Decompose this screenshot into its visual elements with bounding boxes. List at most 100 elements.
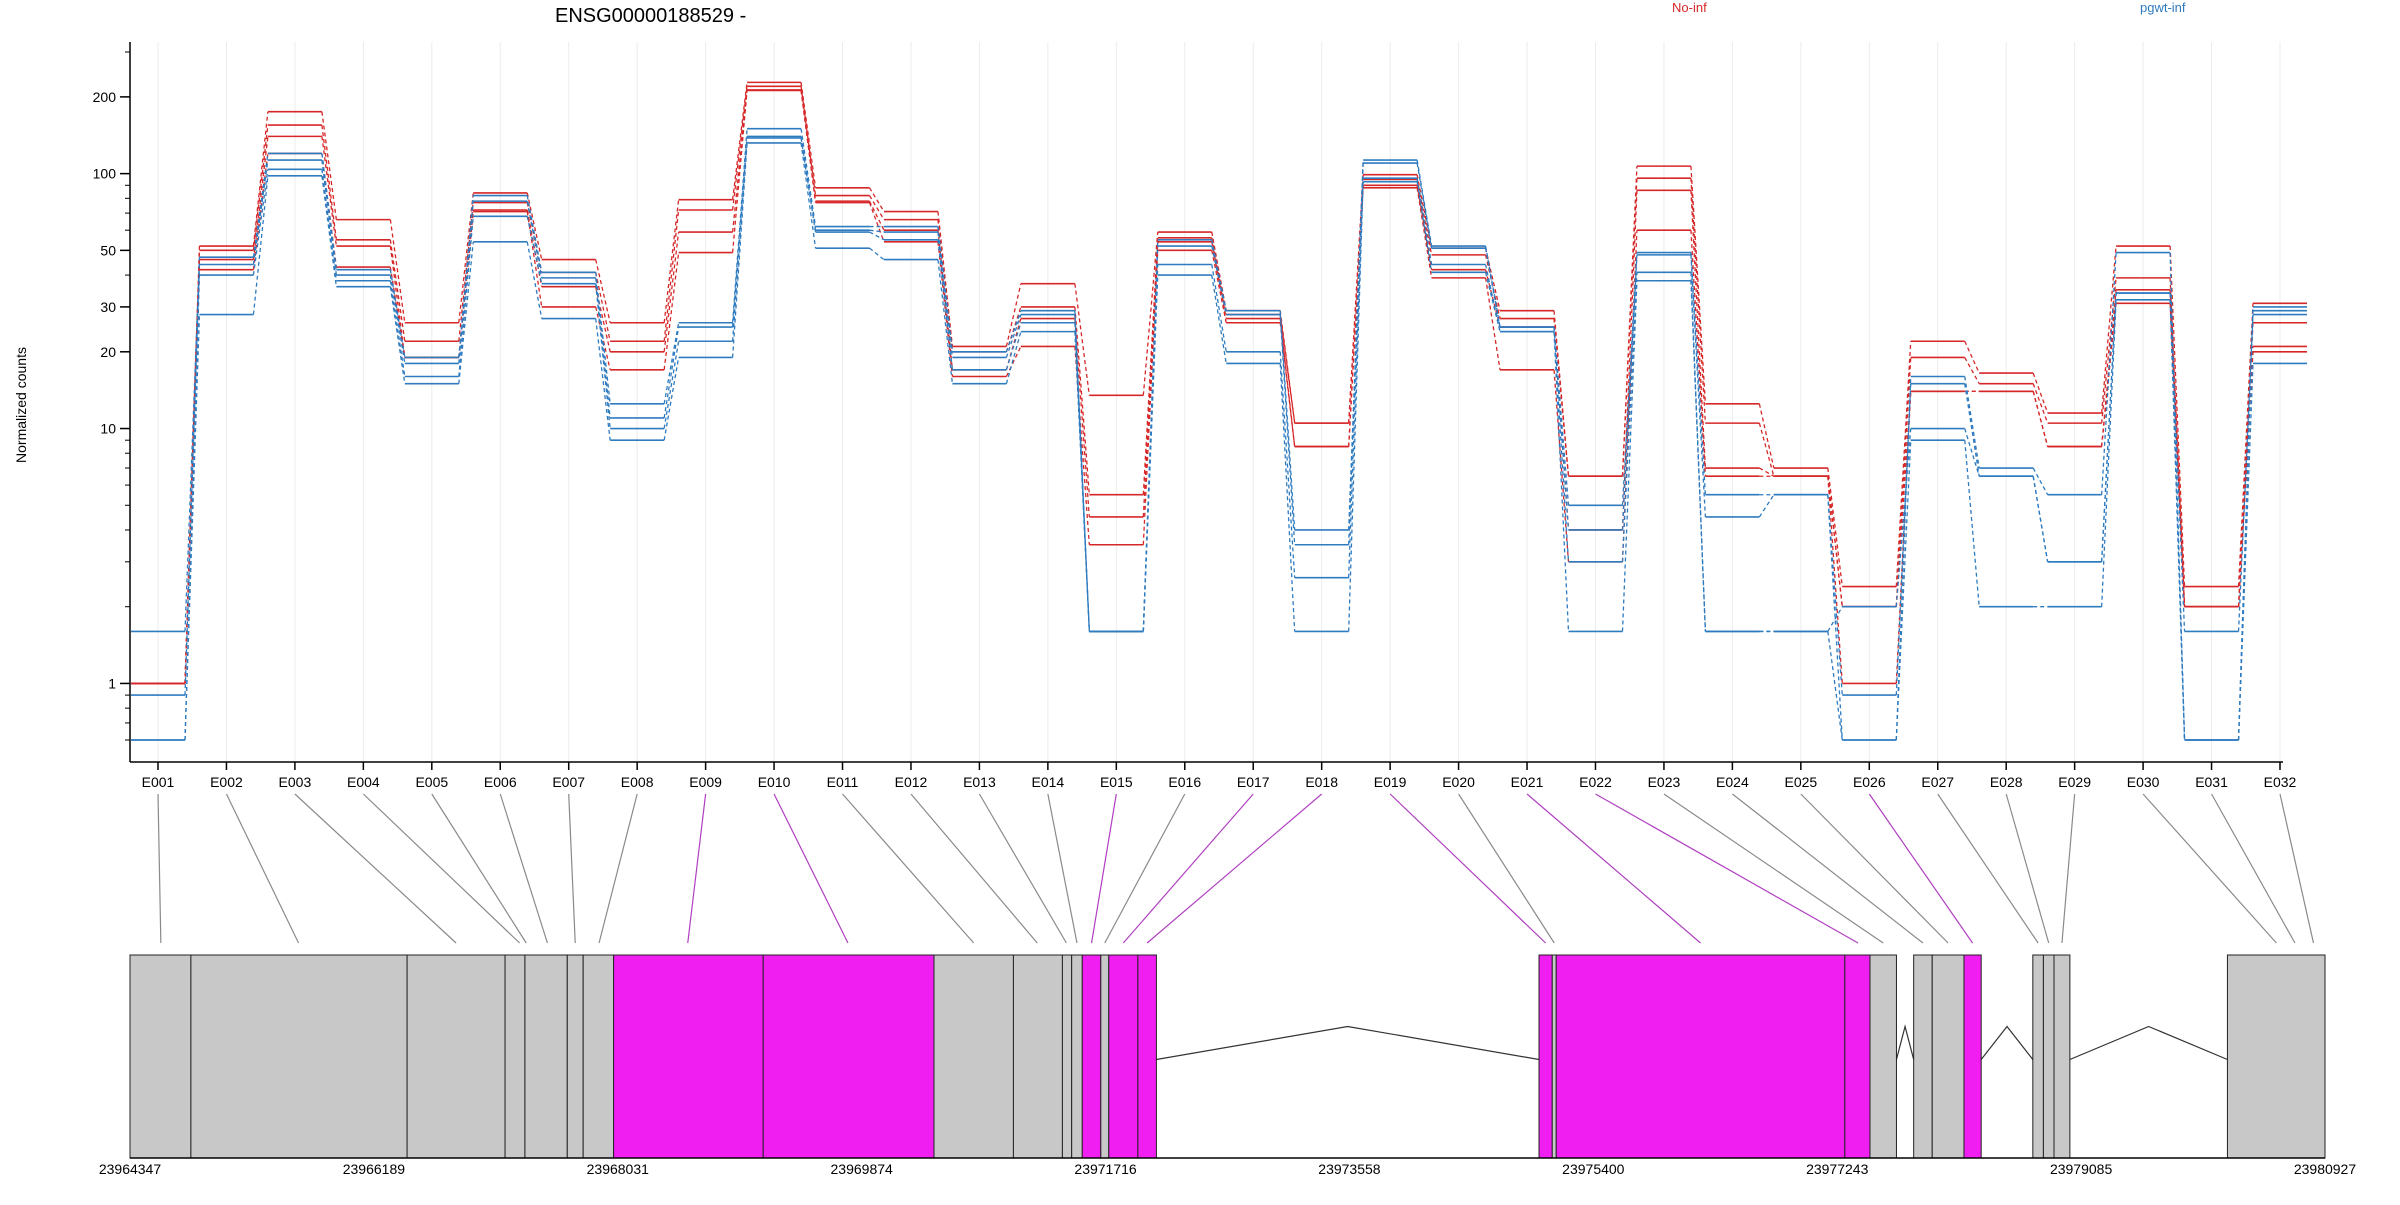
series-no-inf-2 (131, 89, 2307, 685)
bin-link-e013 (978, 793, 1067, 944)
exon-bin-gray (1061, 954, 1073, 1159)
coordinate-label: 23975400 (1562, 1161, 1625, 1177)
exon-bin-magenta (762, 954, 935, 1159)
exon-bin-gray (2226, 954, 2326, 1159)
bin-link-e031 (2211, 793, 2296, 944)
data-connector (526, 201, 543, 278)
data-connector (1484, 272, 1501, 332)
bin-link-e010 (773, 793, 849, 944)
data-connector (1621, 178, 1638, 477)
data-connector (1964, 376, 1980, 469)
x-tick-label: E018 (1305, 774, 1338, 790)
data-connector (1553, 331, 1570, 632)
exon-bin-magenta (613, 954, 764, 1159)
data-connector (595, 306, 611, 370)
bin-link-e024 (1732, 793, 1924, 944)
y-tick-label: 20 (100, 344, 116, 360)
gene-model (129, 954, 2326, 1159)
data-connector (389, 280, 406, 377)
data-connector (868, 195, 885, 220)
data-connector (1758, 403, 1775, 469)
x-tick-label: E004 (347, 774, 380, 790)
data-connector (252, 169, 269, 276)
x-tick-label: E016 (1168, 774, 1201, 790)
x-tick-label: E002 (210, 774, 243, 790)
data-connector (389, 274, 406, 364)
data-connector (1005, 346, 1022, 377)
bin-link-e022 (1595, 793, 1859, 944)
data-connector (2237, 322, 2254, 607)
data-connector (800, 128, 817, 227)
data-connector (1690, 280, 1707, 632)
data-connector (2032, 372, 2049, 414)
data-connector (1621, 272, 1638, 562)
exon-bin-gray (524, 954, 568, 1159)
x-tick-label: E013 (963, 774, 996, 790)
exon-bin-gray (1913, 954, 1933, 1159)
data-connector (1827, 494, 1843, 741)
data-connector (1005, 331, 1022, 384)
data-connector (1074, 318, 1090, 517)
intron-line (1156, 1025, 1540, 1061)
bin-link-e017 (1122, 793, 1254, 944)
data-connector (800, 86, 817, 196)
coordinate-label: 23971716 (1074, 1161, 1137, 1177)
data-connector (2169, 245, 2186, 587)
y-tick-label: 1 (108, 675, 116, 691)
data-connector (731, 90, 748, 253)
data-connector (869, 229, 885, 233)
series-no-inf-3 (131, 89, 2307, 685)
coordinate-axis: 23964347 23966189 23968031 23969874 23971716… (99, 1157, 2356, 1177)
exon-bin-gray (2053, 954, 2071, 1159)
x-tick-label: E007 (552, 774, 585, 790)
exon-bin-gray (1071, 954, 1083, 1159)
exon-bin-magenta (1137, 954, 1157, 1159)
bin-link-e003 (294, 793, 457, 944)
data-connector (1005, 314, 1022, 358)
x-tick-label: E015 (1100, 774, 1133, 790)
series-pgwt-inf-4 (131, 127, 2307, 741)
data-connector (526, 192, 543, 260)
data-connector (2100, 252, 2117, 495)
data-connector (389, 239, 406, 342)
data-connector (868, 200, 885, 231)
data-connector (937, 259, 954, 384)
data-connector (1005, 310, 1022, 353)
bin-link-e032 (2279, 793, 2315, 944)
data-connector (937, 231, 954, 358)
bin-link-e006 (499, 793, 548, 944)
data-connector (937, 211, 954, 347)
intron-line (2069, 1025, 2228, 1061)
data-connector (800, 82, 817, 188)
data-connector (937, 230, 954, 370)
data-connector (663, 231, 680, 352)
series-no-inf-1 (131, 85, 2307, 685)
data-connector (2237, 363, 2254, 741)
data-connector (1211, 274, 1227, 364)
data-connector (1279, 363, 1296, 632)
data-connector (1416, 181, 1433, 273)
bin-link-e025 (1800, 793, 1949, 944)
data-connector (1142, 237, 1159, 495)
data-connector (595, 272, 611, 342)
data-connector (1827, 606, 1843, 632)
data-connector (1827, 467, 1843, 587)
bin-link-e008 (598, 793, 638, 944)
chart-title: ENSG00000188529 - (555, 5, 746, 27)
exon-bin-gray (1100, 954, 1110, 1159)
exon-bin-gray (406, 954, 506, 1159)
exon-bin-gray (1012, 954, 1063, 1159)
data-connector (1416, 187, 1433, 278)
data-connector (458, 216, 474, 377)
x-tick-label: E029 (2058, 774, 2091, 790)
x-tick-label: E030 (2127, 774, 2160, 790)
x-tick-label: E023 (1648, 774, 1681, 790)
y-tick-label: 100 (93, 166, 117, 182)
x-tick-label: E025 (1784, 774, 1817, 790)
data-connector (458, 241, 474, 384)
data-connector (1074, 331, 1090, 632)
data-connector (458, 202, 474, 342)
data-connector (663, 199, 680, 323)
series-pgwt-inf-6 (131, 137, 2307, 741)
data-connector (252, 125, 269, 251)
